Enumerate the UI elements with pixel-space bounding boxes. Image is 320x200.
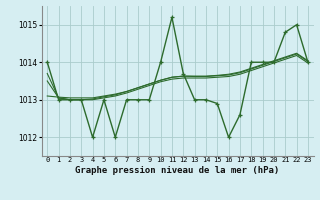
- X-axis label: Graphe pression niveau de la mer (hPa): Graphe pression niveau de la mer (hPa): [76, 166, 280, 175]
